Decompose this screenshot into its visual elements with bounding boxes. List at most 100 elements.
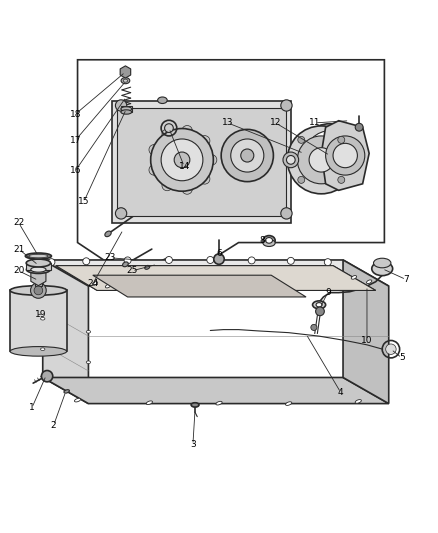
Circle shape — [287, 257, 294, 264]
Polygon shape — [56, 265, 376, 290]
Text: 11: 11 — [309, 118, 321, 127]
Ellipse shape — [25, 253, 51, 259]
Text: 17: 17 — [70, 136, 81, 145]
Circle shape — [298, 124, 362, 187]
Ellipse shape — [74, 398, 81, 402]
Ellipse shape — [86, 330, 91, 333]
Text: 16: 16 — [70, 166, 81, 175]
Circle shape — [298, 176, 305, 183]
Ellipse shape — [120, 68, 130, 76]
Text: 10: 10 — [361, 336, 373, 345]
Circle shape — [48, 259, 55, 265]
Text: 21: 21 — [13, 245, 25, 254]
Circle shape — [281, 208, 292, 219]
Polygon shape — [43, 260, 88, 403]
Circle shape — [305, 131, 355, 180]
Ellipse shape — [351, 276, 357, 279]
Circle shape — [221, 130, 273, 182]
Polygon shape — [43, 260, 389, 286]
Ellipse shape — [10, 346, 67, 356]
Circle shape — [248, 257, 255, 264]
Text: 25: 25 — [126, 266, 138, 276]
Ellipse shape — [158, 97, 167, 103]
Polygon shape — [78, 60, 385, 295]
Text: 4: 4 — [338, 388, 344, 397]
Circle shape — [298, 136, 305, 143]
Ellipse shape — [355, 400, 361, 403]
Circle shape — [162, 180, 173, 191]
Polygon shape — [31, 268, 46, 286]
Circle shape — [149, 165, 159, 175]
Text: 19: 19 — [35, 310, 46, 319]
Circle shape — [83, 258, 90, 265]
Circle shape — [286, 156, 295, 164]
Text: 1: 1 — [29, 403, 35, 413]
Text: 9: 9 — [325, 288, 331, 297]
Ellipse shape — [123, 262, 128, 266]
Circle shape — [116, 208, 127, 219]
Polygon shape — [113, 101, 291, 223]
Text: 6: 6 — [216, 249, 222, 258]
Ellipse shape — [146, 401, 152, 405]
Bar — [120, 107, 131, 112]
Circle shape — [355, 123, 363, 131]
Polygon shape — [26, 263, 50, 270]
Ellipse shape — [316, 303, 322, 307]
Circle shape — [116, 100, 127, 111]
Text: 18: 18 — [70, 110, 81, 119]
Polygon shape — [93, 275, 306, 297]
Circle shape — [214, 254, 224, 264]
Ellipse shape — [372, 262, 392, 276]
Circle shape — [31, 282, 46, 298]
Circle shape — [124, 257, 131, 264]
Circle shape — [165, 124, 173, 133]
Ellipse shape — [145, 265, 150, 269]
Ellipse shape — [31, 267, 46, 272]
Bar — [35, 277, 42, 286]
Bar — [117, 108, 286, 216]
Ellipse shape — [29, 254, 48, 258]
Polygon shape — [120, 66, 131, 78]
Circle shape — [182, 184, 192, 194]
Circle shape — [281, 100, 292, 111]
Text: 20: 20 — [13, 266, 25, 276]
Text: 24: 24 — [87, 279, 99, 288]
Text: 8: 8 — [260, 236, 265, 245]
Ellipse shape — [26, 259, 50, 267]
Ellipse shape — [313, 301, 325, 309]
Polygon shape — [56, 265, 376, 290]
Ellipse shape — [216, 401, 222, 405]
Circle shape — [297, 136, 345, 184]
Bar — [10, 290, 67, 351]
Circle shape — [333, 143, 357, 168]
Ellipse shape — [374, 258, 391, 268]
Circle shape — [324, 259, 331, 265]
Text: 3: 3 — [190, 440, 196, 449]
Ellipse shape — [191, 403, 199, 407]
Text: 2: 2 — [51, 421, 57, 430]
Ellipse shape — [41, 348, 45, 351]
Ellipse shape — [10, 286, 67, 295]
Circle shape — [149, 144, 159, 155]
Ellipse shape — [106, 284, 111, 288]
Circle shape — [287, 126, 355, 194]
Ellipse shape — [121, 107, 132, 111]
Circle shape — [199, 174, 210, 184]
Circle shape — [311, 325, 317, 330]
Ellipse shape — [121, 78, 130, 84]
Ellipse shape — [121, 110, 132, 114]
Ellipse shape — [92, 281, 98, 285]
Ellipse shape — [41, 318, 45, 320]
Circle shape — [338, 136, 345, 143]
Circle shape — [206, 155, 217, 165]
Text: 23: 23 — [105, 253, 116, 262]
Circle shape — [338, 176, 345, 183]
Ellipse shape — [123, 79, 127, 82]
Text: 5: 5 — [399, 353, 405, 362]
Circle shape — [42, 370, 53, 382]
Text: 12: 12 — [270, 118, 281, 127]
Ellipse shape — [286, 402, 292, 406]
Circle shape — [283, 152, 299, 168]
Ellipse shape — [367, 280, 372, 284]
Circle shape — [231, 139, 264, 172]
